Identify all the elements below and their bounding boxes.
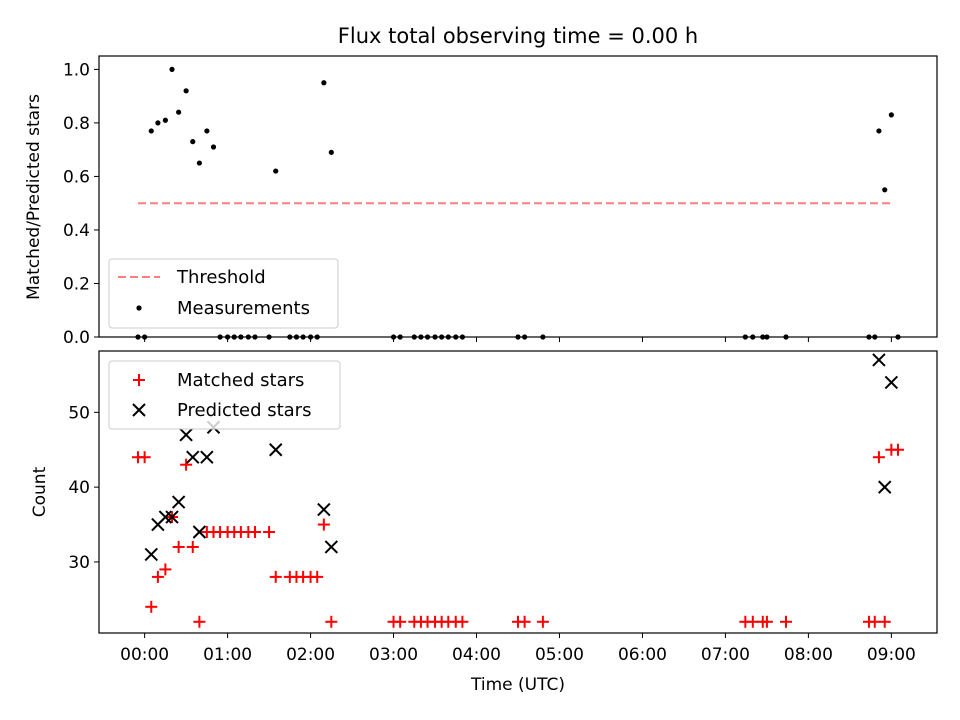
bottom-legend-predicted-label: Predicted stars [177,400,311,421]
matched-star-marker [159,563,172,576]
measurement-point [273,168,279,174]
bottom-legend-matched-label: Matched stars [177,370,304,391]
measurement-point [162,117,168,123]
bottom-x-axis-label: Time (UTC) [470,675,565,695]
predicted-star-marker [171,495,186,509]
matched-star-marker [779,615,792,628]
measurement-point [196,160,202,166]
predicted-star-marker [872,353,886,367]
matched-star-marker [760,615,773,628]
measurement-point [876,128,882,134]
measurement-point [190,139,196,145]
bottom-x-ticks: 00:00 01:00 02:00 03:00 04:00 05:00 06:00 07:00… [120,633,916,665]
matched-star-marker [180,458,193,471]
bottom-chart: 30 40 50 00:00 01:00 02:00 03:00 04:00 05:00 06:… [30,350,938,695]
predicted-star-marker [324,540,339,554]
measurement-point [169,66,175,72]
top-legend-threshold-label: Threshold [176,267,266,288]
top-legend-frame [108,258,339,329]
top-legend-measurements-swatch [136,305,142,311]
matched-star-marker [878,615,891,628]
matched-star-marker [311,570,324,583]
matched-star-marker [186,540,199,553]
measurement-point [328,149,334,155]
bottom-x-tick-label: 06:00 [618,645,667,665]
predicted-star-marker [179,428,193,442]
bottom-y-tick-label: 30 [68,553,90,573]
bottom-y-ticks: 30 40 50 [68,403,99,573]
measurement-point [882,187,888,193]
bottom-legend-frame [108,360,341,430]
bottom-y-tick-label: 50 [68,403,90,423]
matched-star-marker [456,615,469,628]
measurement-point [210,144,217,150]
matched-star-marker [317,518,330,531]
bottom-x-tick-label: 03:00 [369,645,418,665]
bottom-y-axis-label: Count [30,466,50,517]
predicted-star-marker [192,525,207,539]
matched-star-marker [872,451,885,464]
predicted-star-marker [200,450,214,464]
measurement-point [176,109,182,115]
measurement-point [183,88,189,94]
matched-star-marker [172,540,185,553]
bottom-x-tick-label: 02:00 [286,645,335,665]
bottom-x-tick-label: 01:00 [203,645,252,665]
matched-star-marker [536,615,549,628]
top-y-axis-label: Matched/Predicted stars [24,94,44,300]
matched-star-marker [892,443,905,456]
bottom-x-tick-label: 09:00 [867,645,916,665]
top-chart-title: Flux total observing time = 0.00 h [338,24,698,48]
bottom-legend-predicted-swatch [132,403,146,417]
matched-star-marker [248,526,261,539]
predicted-star-marker [144,547,158,562]
matched-star-marker [325,615,338,628]
top-y-tick-label: 0.8 [63,114,90,134]
top-y-tick-label: 0.6 [63,167,90,187]
top-y-tick-label: 1.0 [63,60,90,80]
measurement-point [148,128,154,134]
matched-star-marker [394,615,407,628]
bottom-x-tick-label: 08:00 [784,645,833,665]
predicted-star-marker [269,443,283,457]
predicted-star-marker [884,375,899,390]
top-legend: Threshold Measurements [108,258,339,329]
matched-star-marker [138,451,151,464]
bottom-x-tick-label: 07:00 [701,645,750,665]
matched-star-marker [193,615,206,628]
measurement-point [204,128,210,134]
bottom-legend: Matched stars Predicted stars [108,360,341,430]
measurement-point [155,120,161,126]
bottom-legend-matched-swatch [133,374,145,386]
top-x-ticks [144,337,892,342]
top-legend-measurements-label: Measurements [177,298,310,319]
top-chart-frame [98,55,938,338]
predicted-star-marker [317,502,331,517]
matched-star-marker [263,526,276,539]
top-y-tick-label: 0.4 [63,221,90,241]
bottom-x-tick-label: 04:00 [452,645,501,665]
top-y-tick-label: 0.2 [63,274,90,294]
bottom-chart-frame [98,350,938,634]
top-chart: 0.0 0.2 0.4 0.6 0.8 1.0 Matched/Predicted sta… [24,55,938,348]
bottom-chart-marks [131,353,905,628]
measurement-point [888,112,894,118]
predicted-star-marker [186,450,200,464]
predicted-star-marker [165,510,179,524]
bottom-y-tick-label: 40 [68,478,90,498]
top-y-ticks: 0.0 0.2 0.4 0.6 0.8 1.0 [63,60,99,348]
matched-star-marker [151,570,164,583]
measurement-point [321,80,327,86]
predicted-star-marker [878,480,892,494]
matched-star-marker [269,570,282,583]
matched-star-marker [518,615,531,628]
bottom-x-tick-label: 00:00 [120,645,169,665]
bottom-x-tick-label: 05:00 [535,645,584,665]
matched-star-marker [145,600,158,613]
top-y-tick-label: 0.0 [63,328,90,348]
